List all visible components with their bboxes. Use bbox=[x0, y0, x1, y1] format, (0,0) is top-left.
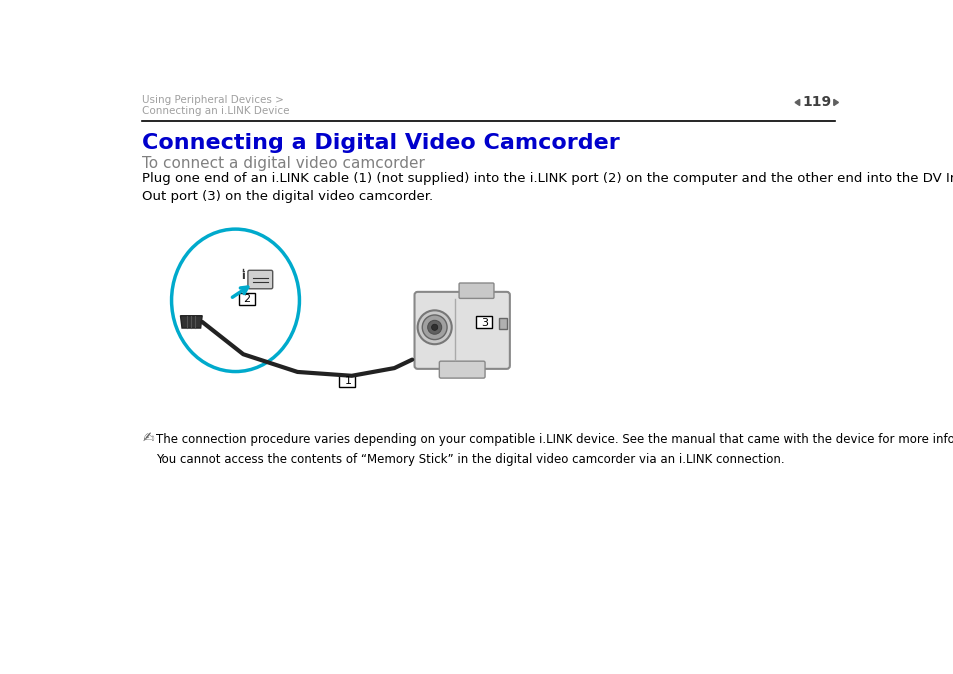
Polygon shape bbox=[833, 99, 838, 106]
Circle shape bbox=[422, 315, 447, 340]
Circle shape bbox=[417, 310, 452, 344]
Text: 2: 2 bbox=[243, 294, 251, 304]
Polygon shape bbox=[180, 315, 202, 328]
FancyBboxPatch shape bbox=[239, 293, 255, 305]
Text: You cannot access the contents of “Memory Stick” in the digital video camcorder : You cannot access the contents of “Memor… bbox=[156, 453, 784, 466]
Text: 1: 1 bbox=[344, 376, 351, 386]
Circle shape bbox=[431, 324, 437, 330]
FancyBboxPatch shape bbox=[498, 317, 507, 329]
Text: 119: 119 bbox=[801, 96, 830, 109]
FancyBboxPatch shape bbox=[458, 283, 494, 299]
Text: Plug one end of an i.LINK cable (1) (not supplied) into the i.LINK port (2) on t: Plug one end of an i.LINK cable (1) (not… bbox=[142, 172, 953, 203]
Polygon shape bbox=[794, 99, 799, 106]
Text: Using Peripheral Devices >: Using Peripheral Devices > bbox=[142, 95, 284, 104]
Text: To connect a digital video camcorder: To connect a digital video camcorder bbox=[142, 156, 425, 171]
Text: Connecting an i.LINK Device: Connecting an i.LINK Device bbox=[142, 106, 290, 115]
FancyBboxPatch shape bbox=[415, 292, 509, 369]
FancyBboxPatch shape bbox=[338, 375, 355, 387]
Text: i: i bbox=[241, 271, 245, 281]
Circle shape bbox=[427, 320, 441, 334]
Text: ✍: ✍ bbox=[142, 431, 154, 446]
FancyBboxPatch shape bbox=[439, 361, 484, 378]
FancyBboxPatch shape bbox=[476, 316, 492, 328]
FancyBboxPatch shape bbox=[248, 270, 273, 288]
Text: Connecting a Digital Video Camcorder: Connecting a Digital Video Camcorder bbox=[142, 133, 619, 153]
Text: 3: 3 bbox=[481, 317, 488, 328]
Text: The connection procedure varies depending on your compatible i.LINK device. See : The connection procedure varies dependin… bbox=[156, 433, 953, 446]
